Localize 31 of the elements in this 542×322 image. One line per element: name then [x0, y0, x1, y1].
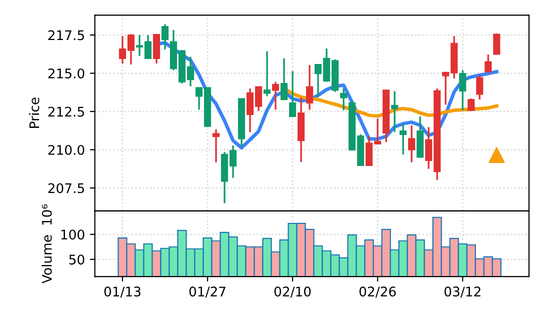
x-tick-label: 01/27 [189, 286, 226, 298]
candlestick [280, 58, 288, 100]
y-tick-label: 50 [69, 254, 84, 265]
candlestick [152, 33, 160, 64]
candlestick [340, 88, 348, 112]
candlestick [264, 50, 271, 98]
y-axis-title: Volume 10⁶ [42, 204, 52, 284]
y-tick-label: 207.5 [48, 183, 84, 194]
y-tick-label: 217.5 [48, 30, 84, 40]
candlestick [484, 54, 492, 74]
candlestick [161, 23, 169, 50]
candlestick [493, 32, 500, 55]
y-axis-title: Price [29, 98, 40, 128]
y-tick-label: 215.0 [48, 68, 84, 78]
x-tick-label: 03/12 [444, 286, 480, 298]
x-tick-label: 01/13 [104, 286, 140, 298]
candlestick [391, 90, 398, 133]
y-tick-label: 210.0 [48, 144, 84, 155]
y-tick-label: 212.5 [48, 106, 84, 117]
candlestick [272, 80, 280, 110]
candlestick [459, 69, 466, 112]
candlestick [408, 124, 416, 164]
x-tick-label: 02/10 [274, 286, 311, 298]
candlestick [468, 98, 475, 112]
x-tick-label: 02/26 [359, 286, 396, 298]
candlestick [476, 74, 484, 100]
candlestick [306, 64, 314, 110]
candlestick [212, 128, 220, 164]
candlestick [400, 122, 407, 156]
candlestick [289, 70, 296, 118]
y-tick-label: 100 [61, 230, 84, 240]
